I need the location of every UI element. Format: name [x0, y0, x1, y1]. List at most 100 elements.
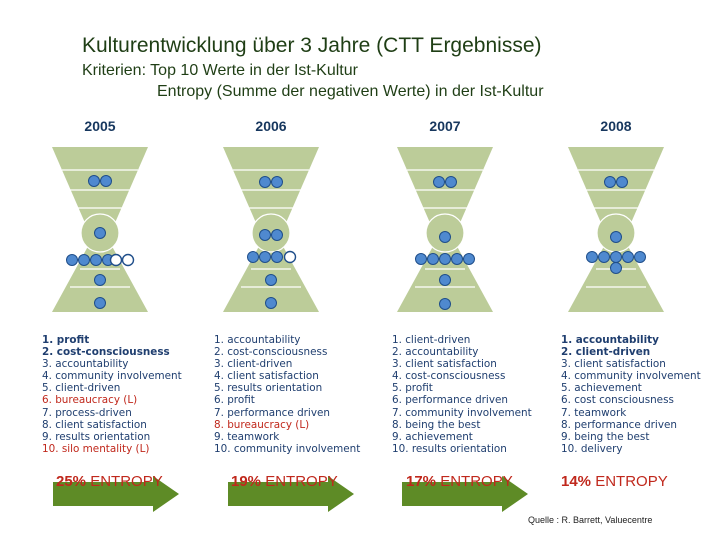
values-list-2007: 1. client-driven 2. accountability 3. cl…: [392, 334, 532, 455]
list-item: 6. bureaucracy (L): [42, 394, 138, 407]
value-dot: [94, 227, 106, 239]
entropy-label: ENTROPY: [90, 473, 163, 490]
list-item: 10. results orientation: [392, 442, 507, 455]
list-item: 10. silo mentality (L): [42, 442, 150, 455]
value-dot: [247, 251, 259, 263]
value-dot: [94, 274, 106, 286]
hourglass-shape: [223, 147, 319, 312]
hourglass-shape: [397, 147, 493, 312]
list-item: 8. being the best: [392, 418, 481, 431]
list-item: 1. accountability: [561, 334, 659, 346]
list-item: 8. bureaucracy (L): [214, 418, 310, 431]
year-label-2008: 2008: [600, 118, 632, 134]
value-dot: [433, 176, 445, 188]
list-item: 1. profit: [42, 334, 90, 346]
value-dot: [415, 253, 427, 265]
list-item: 3. accountability: [42, 358, 129, 371]
value-dot: [439, 253, 451, 265]
slide-title: Kulturentwicklung über 3 Jahre (CTT Erge…: [82, 34, 542, 57]
list-item: 3. client satisfaction: [392, 358, 497, 371]
value-dot: [66, 254, 78, 266]
hourglass-2007: [397, 147, 493, 312]
value-dot: [610, 251, 622, 263]
value-dot: [604, 176, 616, 188]
list-item: 6. performance driven: [392, 394, 508, 407]
hourglass-shape: [568, 147, 664, 312]
entropy-percent: 14%: [561, 473, 592, 490]
list-item: 5. client-driven: [42, 382, 121, 395]
list-item: 1. client-driven: [392, 334, 471, 346]
arrow-2006: [228, 476, 354, 512]
value-dot: [271, 251, 283, 263]
arrow-2007: [402, 476, 528, 512]
value-dot: [439, 274, 451, 286]
list-item: 2. cost-consciousness: [214, 346, 328, 359]
list-item: 4. cost-consciousness: [392, 370, 506, 383]
value-dot: [259, 176, 271, 188]
value-dot: [271, 176, 283, 188]
list-item: 10. community involvement: [214, 442, 361, 455]
value-dot: [271, 229, 283, 241]
value-dot: [265, 274, 277, 286]
entropy-label: ENTROPY: [595, 473, 668, 490]
value-dot: [88, 175, 100, 187]
limiting-value-dot: [121, 253, 135, 267]
entropy-percent: 25%: [56, 473, 87, 490]
value-dot: [78, 254, 90, 266]
list-item: 4. community involvement: [561, 370, 701, 383]
list-item: 6. profit: [214, 394, 255, 407]
value-dot: [586, 251, 598, 263]
entropy-label: ENTROPY: [265, 473, 338, 490]
list-item: 9. achievement: [392, 430, 473, 443]
list-item: 1. accountability: [214, 334, 301, 346]
list-item: 4. client satisfaction: [214, 370, 319, 383]
hourglass-2006: [223, 147, 319, 312]
list-item: 5. results orientation: [214, 382, 323, 395]
values-list-2005: 1. profit 2. cost-consciousness 3. accou…: [42, 334, 182, 455]
value-dot: [463, 253, 475, 265]
value-dot: [94, 297, 106, 309]
list-item: 9. results orientation: [42, 430, 151, 443]
value-dot: [259, 251, 271, 263]
list-item: 7. performance driven: [214, 406, 330, 419]
list-item: 3. client-driven: [214, 358, 293, 371]
arrow-2005: [53, 476, 179, 512]
value-dot: [610, 262, 622, 274]
entropy-2005: 25% ENTROPY: [56, 473, 163, 490]
value-dot: [451, 253, 463, 265]
limiting-value-dot: [283, 250, 297, 264]
criteria-line-2: Entropy (Summe der negativen Werte) in d…: [157, 83, 544, 100]
values-list-2006: 1. accountability 2. cost-consciousness …: [214, 334, 360, 455]
entropy-percent: 19%: [231, 473, 262, 490]
values-list-2008: 1. accountability 2. client-driven 3. cl…: [561, 334, 701, 455]
value-dot: [90, 254, 102, 266]
value-dot: [439, 231, 451, 243]
list-item: 8. performance driven: [561, 418, 677, 431]
entropy-2008: 14% ENTROPY: [561, 473, 668, 490]
hourglass-2008: [568, 147, 664, 312]
value-dot: [100, 175, 112, 187]
value-dot: [598, 251, 610, 263]
list-item: 6. cost consciousness: [561, 394, 674, 407]
source-credit: Quelle : R. Barrett, Valuecentre: [528, 515, 653, 525]
list-item: 7. teamwork: [561, 406, 627, 419]
list-item: 9. teamwork: [214, 430, 280, 443]
entropy-2006: 19% ENTROPY: [231, 473, 338, 490]
hourglass-2005: [52, 147, 148, 312]
list-item: 5. profit: [392, 382, 433, 395]
list-item: 7. process-driven: [42, 406, 132, 419]
list-item: 5. achievement: [561, 382, 642, 395]
value-dot: [259, 229, 271, 241]
limiting-value-dot: [109, 253, 123, 267]
value-dot: [634, 251, 646, 263]
list-item: 2. client-driven: [561, 346, 651, 359]
list-item: 8. client satisfaction: [42, 418, 147, 431]
list-item: 2. accountability: [392, 346, 479, 359]
value-dot: [616, 176, 628, 188]
list-item: 2. cost-consciousness: [42, 346, 170, 359]
year-label-2006: 2006: [255, 118, 287, 134]
value-dot: [445, 176, 457, 188]
entropy-label: ENTROPY: [440, 473, 513, 490]
value-dot: [265, 297, 277, 309]
list-item: 10. delivery: [561, 442, 623, 455]
